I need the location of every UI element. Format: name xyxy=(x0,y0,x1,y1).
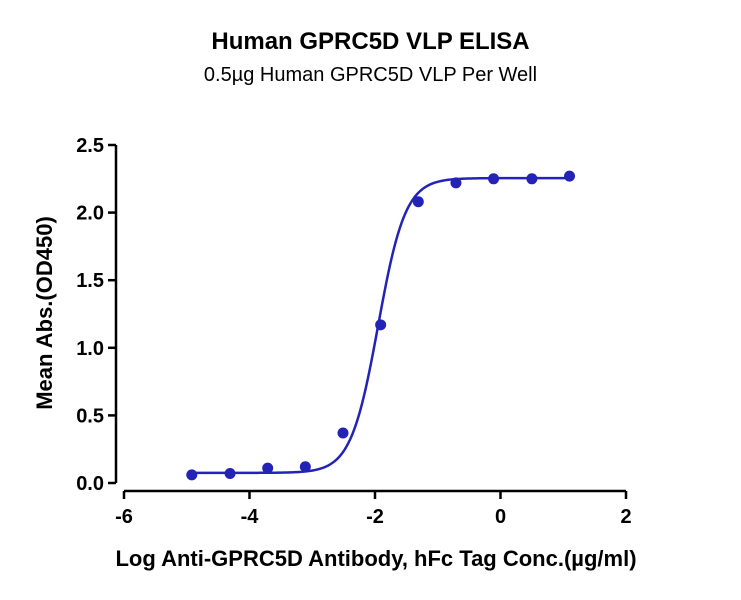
data-point xyxy=(488,173,500,185)
y-tick-label: 0.5 xyxy=(76,405,104,427)
data-point xyxy=(375,319,387,331)
data-point xyxy=(262,462,274,474)
axes: 0.0 0.5 1.0 1.5 2.0 2.5 -6 -4 -2 0 2 xyxy=(76,135,631,528)
data-point xyxy=(412,196,424,208)
chart-title: Human GPRC5D VLP ELISA xyxy=(211,28,530,55)
data-point xyxy=(564,170,576,182)
x-tick-label: -4 xyxy=(241,506,260,528)
data-point xyxy=(337,427,349,439)
data-points-layer xyxy=(186,170,576,481)
data-point xyxy=(299,461,311,473)
data-point xyxy=(526,173,538,185)
fit-curve-layer xyxy=(191,176,570,475)
x-tick-label: -2 xyxy=(366,506,384,528)
y-tick-label: 1.0 xyxy=(76,338,104,360)
y-tick-label: 0.0 xyxy=(76,473,104,495)
data-point xyxy=(186,469,198,481)
y-tick-label: 1.5 xyxy=(76,270,104,292)
x-axis-label: Log Anti-GPRC5D Antibody, hFc Tag Conc.(… xyxy=(115,546,636,571)
y-tick-label: 2.0 xyxy=(76,203,104,225)
data-point xyxy=(224,468,236,480)
y-tick-label: 2.5 xyxy=(76,135,104,157)
chart-subtitle: 0.5µg Human GPRC5D VLP Per Well xyxy=(203,64,538,86)
x-tick-label: 2 xyxy=(620,506,631,528)
data-point xyxy=(450,177,462,189)
fit-curve xyxy=(191,176,570,475)
x-tick-label: 0 xyxy=(495,506,506,528)
x-tick-label: -6 xyxy=(115,506,133,528)
y-axis-label: Mean Abs.(OD450) xyxy=(32,216,57,410)
